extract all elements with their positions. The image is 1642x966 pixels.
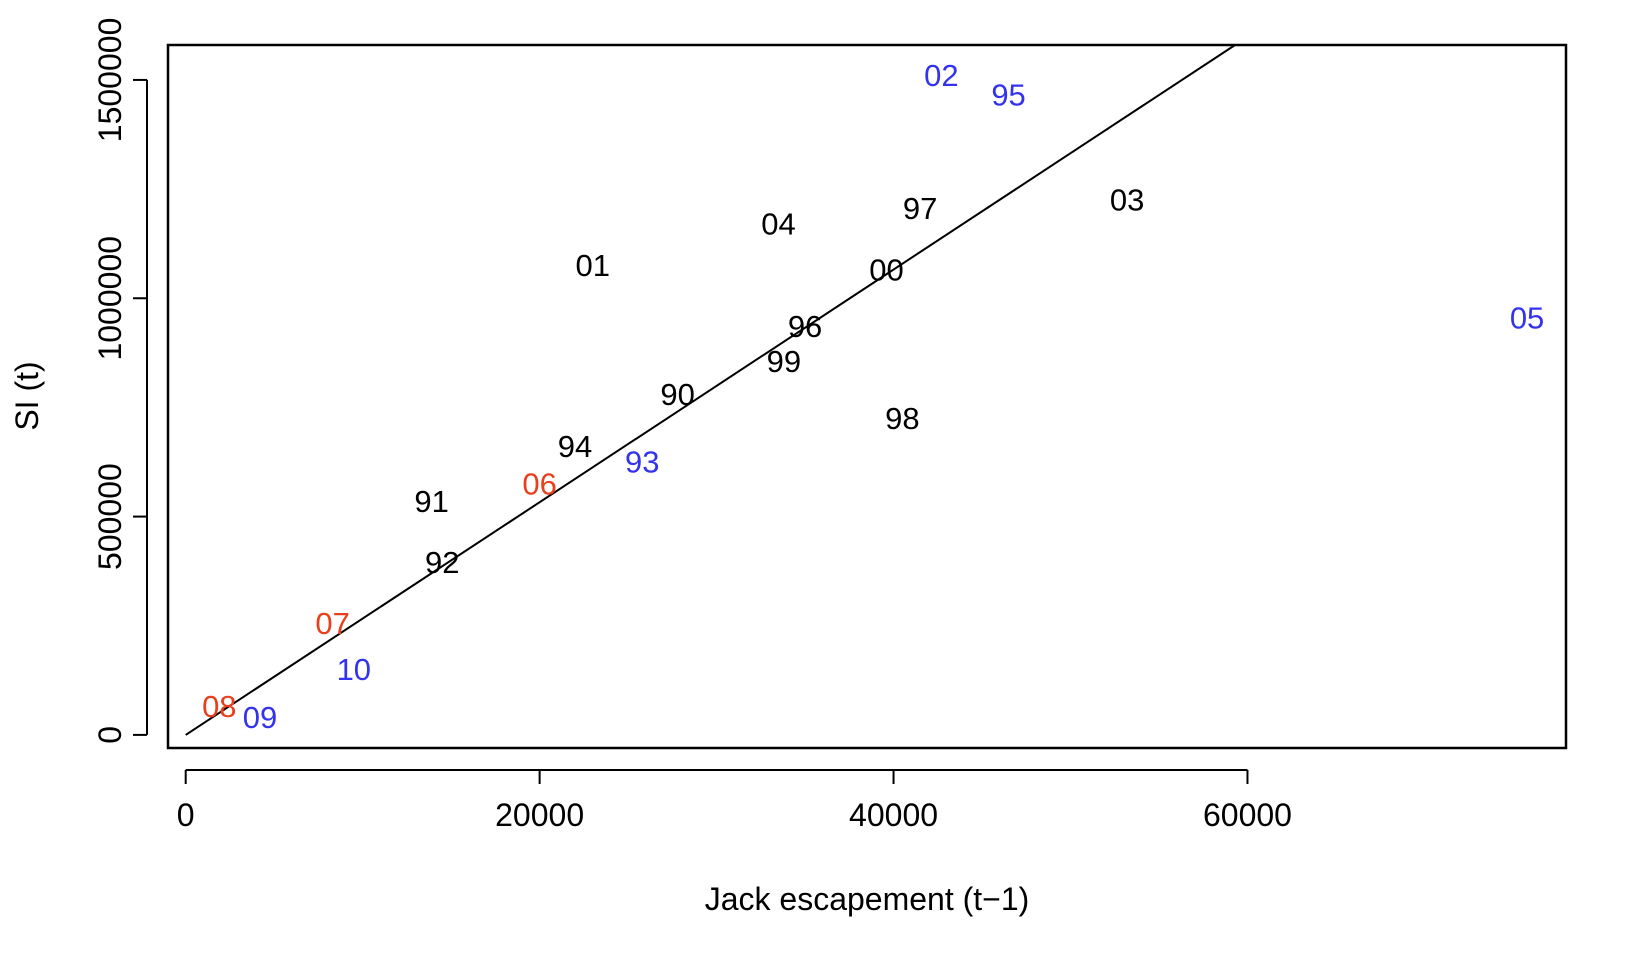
point-label-00: 00	[869, 252, 903, 287]
point-label-98: 98	[885, 401, 919, 436]
point-label-94: 94	[558, 429, 592, 464]
point-label-04: 04	[761, 207, 795, 242]
point-labels: 90 91 92 93 94 95 96 97 98 99 00 01 02 03 04 05 06 07 08 09…	[202, 58, 1544, 735]
point-label-93: 93	[625, 444, 659, 479]
point-label-99: 99	[767, 344, 801, 379]
point-label-08: 08	[202, 689, 236, 724]
point-label-96: 96	[788, 309, 822, 344]
point-label-05: 05	[1510, 300, 1544, 335]
point-label-07: 07	[315, 606, 349, 641]
regression-line	[185, 44, 1236, 736]
x-tick-label: 40000	[849, 797, 938, 833]
point-label-10: 10	[337, 652, 371, 687]
point-label-95: 95	[991, 78, 1025, 113]
point-label-92: 92	[425, 545, 459, 580]
y-tick-label: 1000000	[92, 236, 128, 361]
y-tick-label: 0	[92, 726, 128, 744]
plot-frame	[166, 43, 1568, 750]
y-axis: 0 500000 1000000 1500000	[92, 18, 148, 744]
point-label-91: 91	[414, 484, 448, 519]
point-label-90: 90	[660, 377, 694, 412]
y-tick-label: 1500000	[92, 18, 128, 143]
point-label-03: 03	[1110, 183, 1144, 218]
point-label-09: 09	[243, 700, 277, 735]
point-label-06: 06	[522, 466, 556, 501]
point-label-02: 02	[924, 58, 958, 93]
x-tick-label: 20000	[495, 797, 584, 833]
x-axis-title: Jack escapement (t−1)	[705, 881, 1030, 917]
point-label-97: 97	[903, 191, 937, 226]
x-tick-label: 0	[177, 797, 195, 833]
x-axis: 0 20000 40000 60000	[177, 769, 1292, 833]
y-tick-label: 500000	[92, 463, 128, 570]
point-label-01: 01	[575, 248, 609, 283]
y-axis-title: SI (t)	[9, 361, 45, 430]
x-tick-label: 60000	[1203, 797, 1292, 833]
